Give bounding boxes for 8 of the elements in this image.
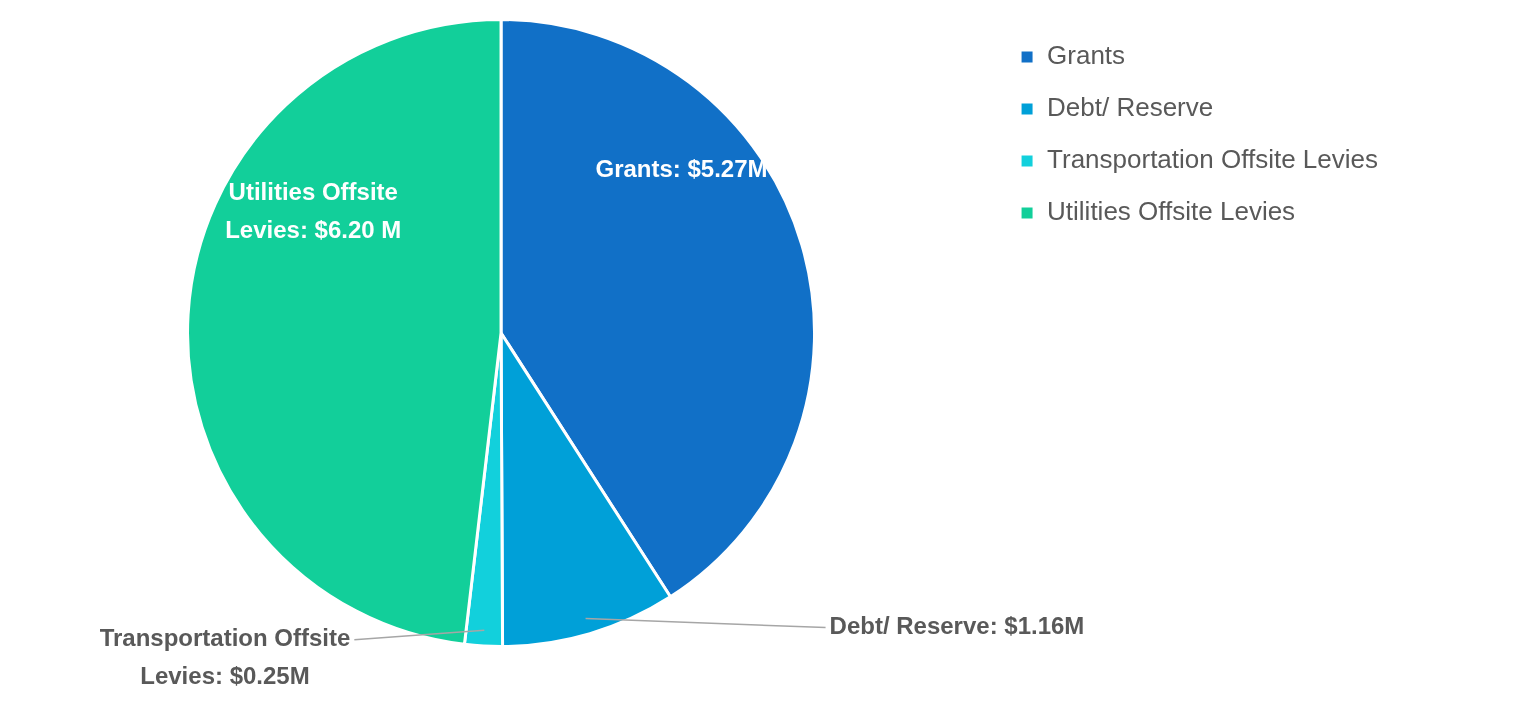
data-label: Grants: $5.27M — [595, 154, 768, 182]
data-label: Debt/ Reserve: $1.16M — [829, 612, 1085, 640]
legend-label: Transportation Offsite Levies — [1047, 144, 1379, 175]
legend-label: Utilities Offsite Levies — [1047, 196, 1296, 227]
legend-label: Debt/ Reserve — [1047, 92, 1214, 123]
legend-label: Grants — [1047, 40, 1126, 71]
data-label: Utilities Offsite Levies: $6.20 M — [225, 177, 402, 243]
data-label: Transportation Offsite Levies: $0.25M — [99, 624, 351, 690]
